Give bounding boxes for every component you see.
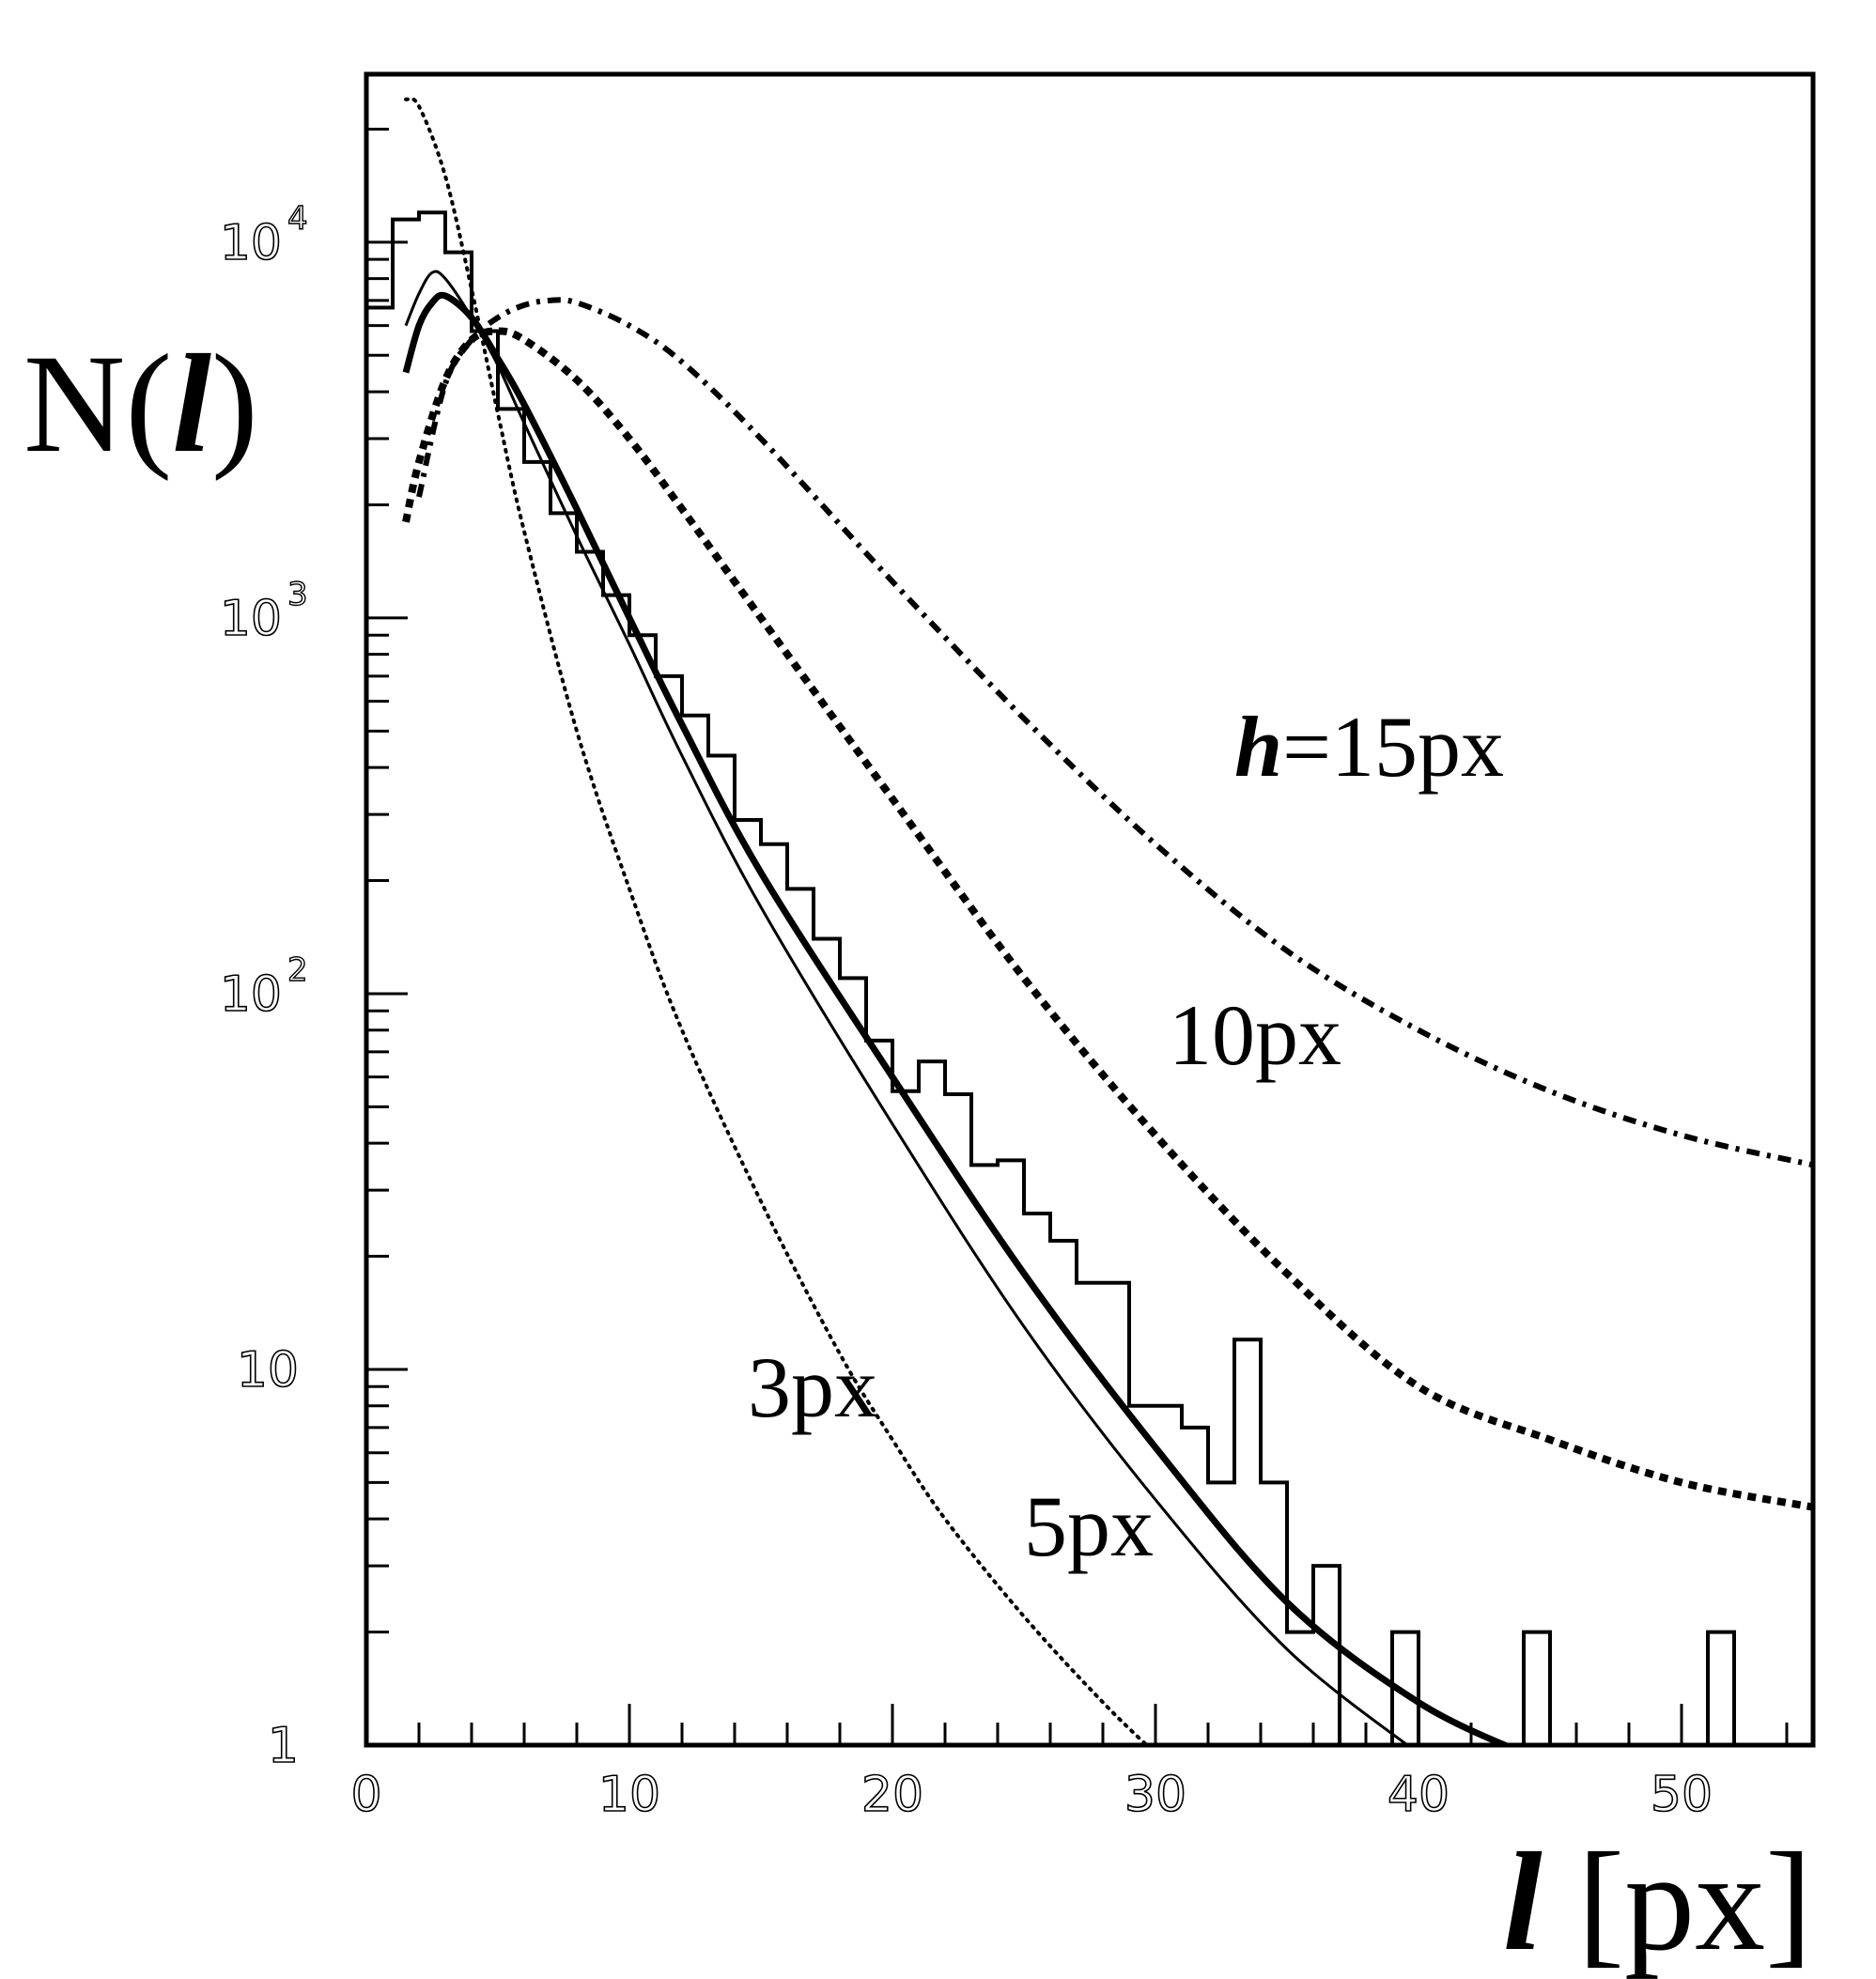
annotation-layer: 3px 5px 10px h=15px xyxy=(748,699,1504,1574)
curve-label-2: 10px xyxy=(1169,987,1341,1083)
histogram-bin-36 xyxy=(1313,1566,1340,1745)
y-tick-label-100: 10 2 xyxy=(219,951,308,1024)
histogram-bin-9 xyxy=(603,595,629,1745)
y-tick-label-10000: 10 4 xyxy=(219,199,308,271)
histogram-bin-1 xyxy=(393,220,419,1745)
histogram-bin-6 xyxy=(524,462,550,1745)
histogram-bin-34 xyxy=(1261,1482,1287,1745)
x-tick-label-30: 30 xyxy=(1124,1767,1186,1823)
y-tick-base: 10 xyxy=(220,215,282,271)
plot-frame xyxy=(364,71,1816,1748)
histogram-bin-12 xyxy=(682,716,708,1745)
histogram-bin-4 xyxy=(472,332,498,1745)
histogram-bin-24 xyxy=(998,1160,1024,1745)
histogram-bin-20 xyxy=(892,1091,919,1745)
histogram-bin-15 xyxy=(761,844,787,1745)
curve-label-0: 3px xyxy=(748,1339,877,1435)
y-tick-base: 10 xyxy=(237,1342,299,1399)
histogram-bin-0 xyxy=(366,307,393,1745)
y-tick-label-10: 10 xyxy=(236,1341,300,1399)
x-axis-title: l [px] xyxy=(1503,1824,1812,1979)
y-tick-label-1000: 10 3 xyxy=(219,575,308,648)
series-line-5px xyxy=(404,270,1410,1745)
histogram-bin-7 xyxy=(550,513,577,1745)
histogram-bin-33 xyxy=(1234,1339,1261,1745)
histogram-bin-35 xyxy=(1287,1632,1313,1745)
histogram-bin-31 xyxy=(1182,1428,1208,1745)
x-tick-label-10: 10 xyxy=(598,1767,660,1823)
y-tick-label-1: 1 xyxy=(267,1717,300,1775)
histogram-bin-29 xyxy=(1129,1406,1155,1745)
histogram-bin-16 xyxy=(787,889,814,1745)
series-line-3px xyxy=(404,96,1150,1745)
histogram-bin-10 xyxy=(629,635,656,1745)
y-tick-base: 1 xyxy=(268,1718,299,1774)
x-tick-label-50: 50 xyxy=(1651,1767,1713,1823)
histogram-bin-14 xyxy=(735,820,761,1745)
histogram-bin-8 xyxy=(577,551,603,1745)
histogram-outline xyxy=(366,210,1736,1745)
y-tick-exponent: 3 xyxy=(287,576,308,613)
histogram-bin-51 xyxy=(1708,1632,1734,1745)
histogram-bin-13 xyxy=(708,756,735,1745)
y-tick-exponent: 2 xyxy=(287,951,308,989)
x-tick-label-20: 20 xyxy=(861,1767,923,1823)
series-line-h-15px xyxy=(416,297,1813,1168)
histogram-bin-21 xyxy=(919,1061,945,1745)
histogram-bin-5 xyxy=(498,409,524,1745)
series-line-10px xyxy=(402,327,1813,1511)
histogram-bin-3 xyxy=(445,253,472,1745)
curve-label-3: h=15px xyxy=(1234,699,1504,795)
y-tick-exponent: 4 xyxy=(287,200,308,238)
curve-label-1: 5px xyxy=(1024,1478,1154,1574)
histogram-bin-11 xyxy=(656,676,682,1745)
y-axis-title: N(l) xyxy=(23,326,258,482)
histogram-bin-44 xyxy=(1524,1632,1550,1745)
y-tick-base: 10 xyxy=(220,966,282,1023)
data-layer xyxy=(366,96,1813,1745)
series-line-fit-2 xyxy=(402,291,1513,1745)
y-tick-base: 10 xyxy=(220,591,282,647)
x-tick-label-40: 40 xyxy=(1388,1767,1450,1823)
x-tick-label-0: 0 xyxy=(350,1767,381,1823)
